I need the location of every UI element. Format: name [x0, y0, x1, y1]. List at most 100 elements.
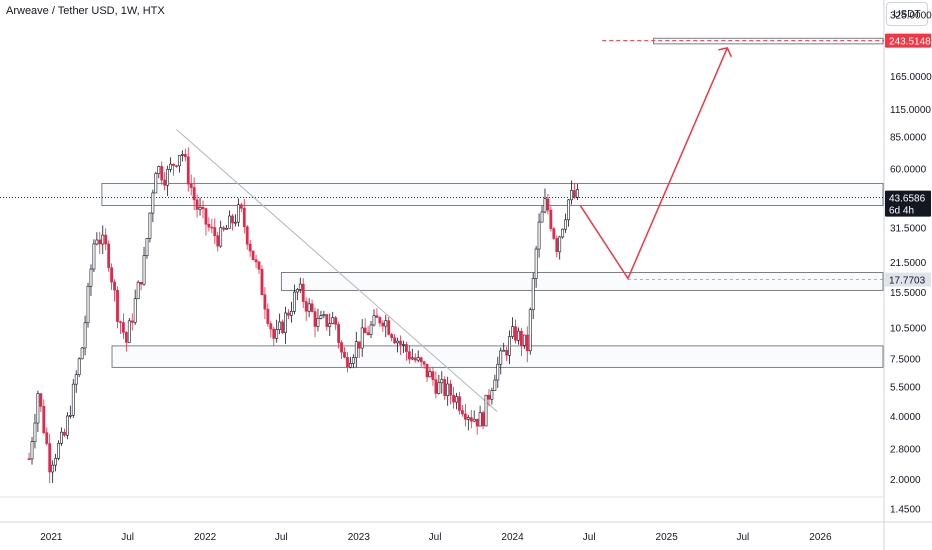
y-tick-label: 2.0000 [890, 475, 921, 486]
candle-body [263, 294, 267, 310]
candle-body [151, 192, 155, 214]
candle-body [440, 379, 444, 384]
projection-arrowhead [718, 46, 733, 58]
candle-body [561, 228, 565, 238]
candle-body [157, 166, 161, 174]
candle-body [490, 390, 494, 400]
candle-body [537, 221, 541, 250]
candle-body [428, 371, 432, 378]
candle-body [434, 379, 438, 394]
candle-body [295, 289, 299, 293]
candle-body [121, 322, 125, 333]
y-tick-label: 325.0000 [890, 10, 932, 21]
candle-body [328, 323, 332, 327]
candle-body [216, 235, 220, 247]
candle-body [166, 169, 170, 186]
candle-body [290, 311, 293, 316]
candle-body [298, 283, 302, 290]
zone-rect[interactable] [280, 272, 884, 291]
candle-body [60, 431, 63, 444]
zone-rect[interactable] [101, 182, 884, 206]
candle-body [381, 322, 385, 327]
candle-body [419, 357, 423, 363]
candle-body [95, 239, 99, 245]
candle-body [540, 211, 544, 223]
candle-body [546, 198, 550, 211]
candle-body [387, 320, 391, 335]
y-tick-label: 31.5000 [890, 223, 927, 234]
bar-countdown: 6d 4h [889, 206, 914, 217]
candle-body [48, 443, 52, 473]
y-tick-label: 60.0000 [890, 165, 927, 176]
candle-body [248, 243, 252, 252]
candle-body [180, 154, 184, 156]
candle-body [458, 396, 461, 411]
candle-body [484, 394, 488, 427]
candle-body [260, 268, 264, 296]
candle-body [413, 357, 417, 361]
candle-body [110, 267, 114, 283]
candle-body [284, 312, 287, 333]
y-tick-label: 21.5000 [890, 258, 927, 269]
x-tick-label: 2023 [348, 532, 371, 543]
target-price-label: 243.5148 [889, 37, 931, 48]
x-tick-label: 2026 [809, 532, 832, 543]
candle-body [269, 323, 273, 330]
candle-body [531, 278, 535, 310]
candle-body [511, 326, 514, 337]
candle-body [219, 227, 223, 247]
candle-body [351, 357, 355, 364]
candle-body [169, 163, 172, 170]
candle-body [502, 349, 506, 352]
candle-body [210, 226, 214, 229]
candle-body [549, 209, 553, 229]
candle-body [54, 458, 57, 466]
x-tick-label: Jul [429, 532, 442, 543]
candle-body [348, 363, 352, 368]
x-tick-label: Jul [121, 532, 134, 543]
candle-body [517, 330, 520, 341]
projection-path[interactable] [579, 47, 729, 281]
candle-body [325, 314, 329, 327]
candle-body [27, 458, 31, 461]
candle-body [446, 383, 450, 397]
y-tick-label: 7.5000 [890, 354, 921, 365]
candle-body [225, 227, 228, 230]
candle-body [127, 320, 131, 343]
trendline[interactable] [176, 129, 498, 412]
candle-body [372, 315, 376, 326]
x-tick-label: 2025 [656, 532, 679, 543]
currency-button[interactable]: USDT [886, 2, 928, 26]
candle-body [354, 341, 358, 358]
candle-body [449, 383, 453, 396]
candle-body [425, 363, 429, 378]
candle-body [469, 417, 473, 422]
candle-body [416, 357, 420, 361]
y-tick-label: 4.0000 [890, 412, 921, 423]
candle-body [172, 163, 175, 166]
candle-body [266, 308, 270, 324]
candle-body [36, 393, 40, 424]
candle-body [334, 317, 338, 325]
candle-body [213, 227, 217, 236]
candle-body [443, 379, 447, 397]
candle-body [461, 410, 464, 415]
candle-body [337, 324, 341, 343]
candle-body [254, 259, 258, 263]
candle-body [313, 311, 317, 327]
candle-body [466, 417, 470, 420]
candle-body [98, 239, 102, 245]
candle-body [89, 268, 93, 287]
candle-body [278, 321, 282, 330]
target-price-label-bg [885, 33, 931, 48]
candle-body [331, 317, 335, 324]
candle-body [239, 204, 243, 209]
candle-body [310, 303, 314, 312]
candle-body [142, 255, 146, 285]
candle-body [63, 431, 66, 436]
candle-body [346, 357, 349, 368]
candle-body [231, 215, 234, 224]
zone-price-label-bg [885, 272, 931, 287]
candle-body [204, 208, 208, 225]
